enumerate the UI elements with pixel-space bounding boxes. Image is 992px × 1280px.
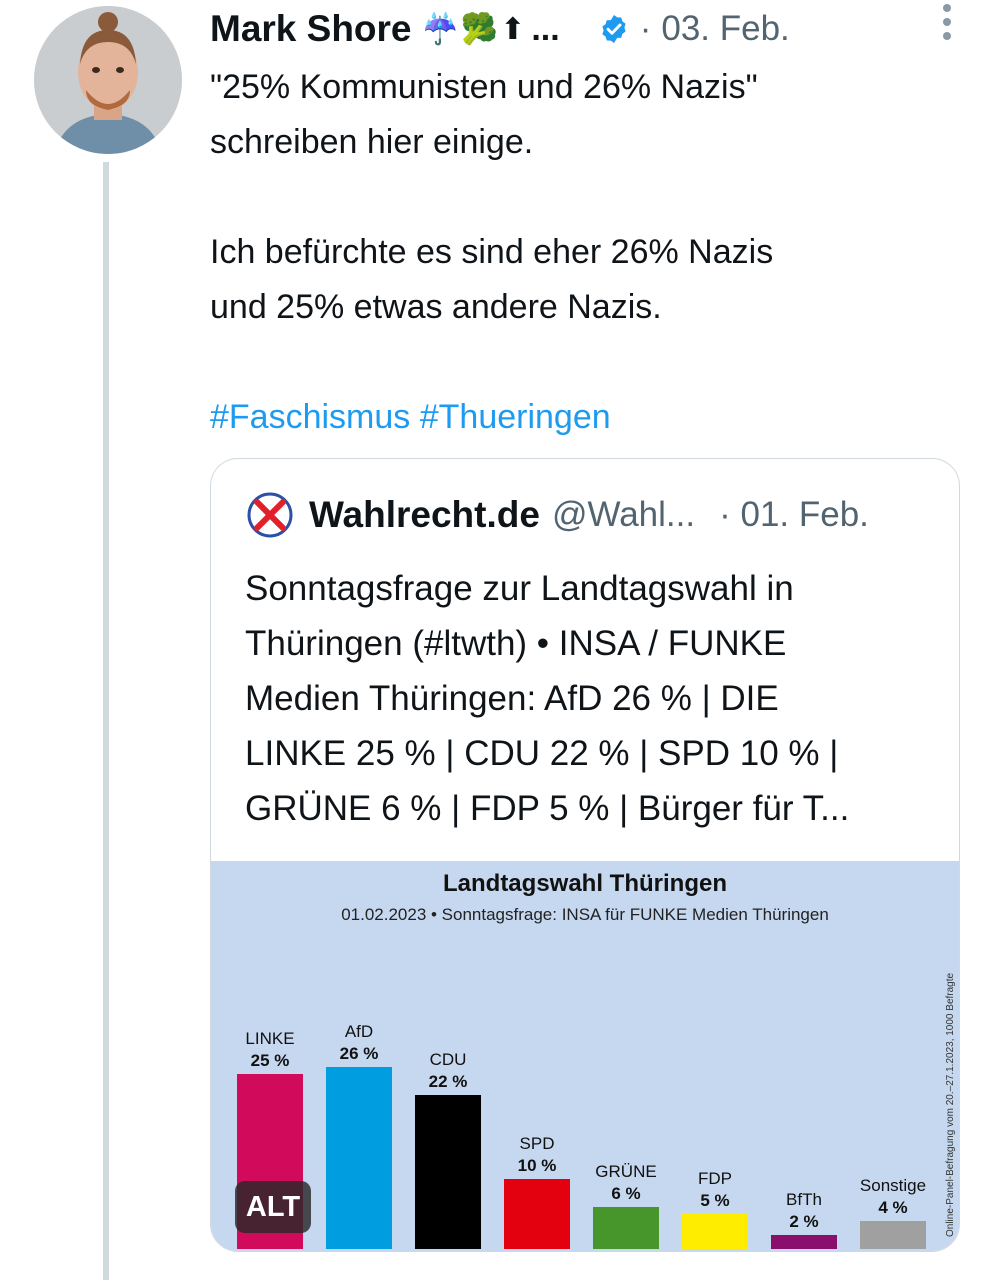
wahlrecht-logo-icon bbox=[247, 492, 293, 538]
alt-text-badge[interactable]: ALT bbox=[235, 1181, 311, 1233]
bar-category-label: GRÜNE bbox=[595, 1162, 656, 1181]
tweet-header: Mark Shore ☔🥦⬆ ... · 03. Feb. bbox=[210, 4, 970, 54]
quoted-tweet-date: · 01. Feb. bbox=[719, 495, 869, 534]
quoted-tweet-header: Wahlrecht.de @Wahl... · 01. Feb. bbox=[245, 489, 945, 541]
bar-category-label: BfTh bbox=[786, 1190, 822, 1209]
poll-bar-chart: Landtagswahl Thüringen 01.02.2023 • Sonn… bbox=[237, 870, 956, 1249]
bar-value-label: 2 % bbox=[789, 1212, 818, 1231]
tweet-line: und 25% etwas andere Nazis. bbox=[210, 288, 662, 326]
quoted-line: LINKE 25 % | CDU 22 % | SPD 10 % | bbox=[245, 734, 839, 773]
bar-value-label: 6 % bbox=[611, 1184, 640, 1203]
tweet-hashtags[interactable]: #Faschismus #Thueringen bbox=[210, 398, 611, 436]
bar-value-label: 26 % bbox=[340, 1044, 379, 1063]
quoted-author-name[interactable]: Wahlrecht.de bbox=[309, 494, 540, 535]
bar-spd bbox=[504, 1179, 570, 1249]
chart-subtitle: 01.02.2023 • Sonntagsfrage: INSA für FUN… bbox=[341, 905, 829, 924]
author-avatar[interactable] bbox=[34, 6, 182, 154]
quoted-line: GRÜNE 6 % | FDP 5 % | Bürger für T... bbox=[245, 789, 850, 828]
quoted-tweet-card[interactable]: Wahlrecht.de @Wahl... · 01. Feb. Sonntag… bbox=[210, 458, 960, 1252]
bar-bfth bbox=[771, 1235, 837, 1249]
chart-side-note: Online-Panel-Befragung vom 20.–27.1.2023… bbox=[945, 972, 956, 1237]
bar-value-label: 10 % bbox=[518, 1156, 557, 1175]
quoted-line: Sonntagsfrage zur Landtagswahl in bbox=[245, 569, 794, 608]
bar-category-label: Sonstige bbox=[860, 1176, 926, 1195]
quoted-author-handle: @Wahl... bbox=[551, 495, 696, 534]
date-separator: · bbox=[639, 9, 652, 48]
tweet-line: schreiben hier einige. bbox=[210, 123, 534, 161]
bar-value-label: 5 % bbox=[700, 1191, 729, 1210]
bar-category-label: AfD bbox=[345, 1022, 373, 1041]
bar-category-label: SPD bbox=[520, 1134, 555, 1153]
bar-category-label: CDU bbox=[430, 1050, 467, 1069]
more-options-icon[interactable] bbox=[940, 0, 954, 46]
thread-connector-line bbox=[103, 162, 109, 1280]
bar-value-label: 4 % bbox=[878, 1198, 907, 1217]
chart-title: Landtagswahl Thüringen bbox=[443, 870, 727, 897]
author-name[interactable]: Mark Shore bbox=[210, 8, 412, 49]
bar-value-label: 22 % bbox=[429, 1072, 468, 1091]
tweet-line: Ich befürchte es sind eher 26% Nazis bbox=[210, 233, 774, 271]
bar-category-label: LINKE bbox=[245, 1029, 294, 1048]
tweet-text: "25% Kommunisten und 26% Nazis" schreibe… bbox=[210, 60, 950, 445]
bar-grüne bbox=[593, 1207, 659, 1249]
author-name-emoji: ☔🥦⬆ bbox=[421, 12, 528, 46]
avatar-image bbox=[34, 6, 182, 154]
bar-category-label: FDP bbox=[698, 1169, 732, 1188]
quoted-line: Medien Thüringen: AfD 26 % | DIE bbox=[245, 679, 779, 718]
verified-badge-icon bbox=[602, 15, 626, 43]
bar-sonstige bbox=[860, 1221, 926, 1249]
quoted-tweet-text: Sonntagsfrage zur Landtagswahl in Thürin… bbox=[245, 561, 935, 836]
bar-value-label: 25 % bbox=[251, 1051, 290, 1070]
quoted-line: Thüringen (#ltwth) • INSA / FUNKE bbox=[245, 624, 787, 663]
tweet-date[interactable]: 03. Feb. bbox=[661, 9, 790, 48]
name-truncation: ... bbox=[531, 9, 560, 48]
bar-afd bbox=[326, 1067, 392, 1249]
quoted-tweet-image[interactable]: Landtagswahl Thüringen 01.02.2023 • Sonn… bbox=[211, 861, 959, 1251]
bar-cdu bbox=[415, 1095, 481, 1249]
bar-fdp bbox=[682, 1214, 748, 1249]
tweet-line: "25% Kommunisten und 26% Nazis" bbox=[210, 68, 758, 106]
